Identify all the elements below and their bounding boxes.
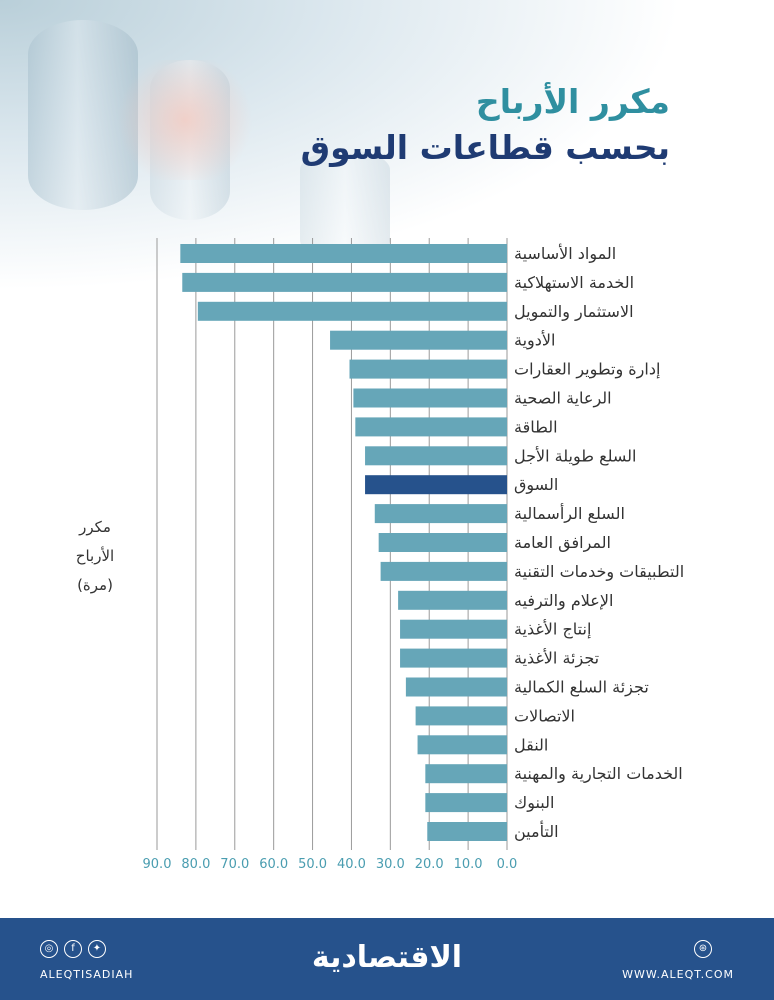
bar bbox=[355, 417, 507, 437]
brand-logo: الاقتصادية bbox=[311, 940, 463, 975]
bar bbox=[380, 561, 507, 581]
twitter-icon[interactable]: ✦ bbox=[88, 940, 106, 958]
category-label: النقل bbox=[514, 735, 548, 754]
footer-bar: ◎ f ✦ ALEQTISADIAH الاقتصادية ⊛ WWW.ALEQ… bbox=[0, 918, 774, 1000]
bar bbox=[365, 446, 507, 466]
instagram-icon[interactable]: ◎ bbox=[40, 940, 58, 958]
category-label: التطبيقات وخدمات التقنية bbox=[514, 562, 684, 582]
bar bbox=[349, 359, 507, 379]
category-label: السلع الرأسمالية bbox=[514, 503, 625, 524]
x-tick-label: 70.0 bbox=[220, 857, 249, 872]
bar bbox=[365, 475, 507, 495]
y-axis-label-line3: (مرة) bbox=[77, 576, 113, 594]
category-label: الإعلام والترفيه bbox=[514, 591, 613, 611]
x-tick-label: 60.0 bbox=[259, 857, 288, 872]
category-label: السوق bbox=[514, 475, 558, 495]
bar bbox=[415, 706, 507, 726]
bar bbox=[330, 330, 507, 350]
x-tick-label: 50.0 bbox=[298, 857, 327, 872]
y-axis-label-line2: الأرباح bbox=[75, 547, 115, 565]
bar bbox=[374, 504, 507, 524]
bar bbox=[197, 301, 508, 321]
category-label: إدارة وتطوير العقارات bbox=[514, 360, 660, 380]
x-tick-label: 90.0 bbox=[143, 857, 172, 872]
category-label: الأدوية bbox=[514, 330, 555, 351]
chart-glow-decoration bbox=[110, 60, 260, 180]
bar bbox=[405, 677, 507, 697]
category-label: الخدمات التجارية والمهنية bbox=[514, 764, 683, 784]
category-label: إنتاج الأغذية bbox=[514, 619, 591, 640]
category-label: تجزئة السلع الكمالية bbox=[514, 678, 649, 698]
social-handle[interactable]: ALEQTISADIAH bbox=[40, 968, 134, 981]
x-tick-label: 80.0 bbox=[181, 857, 210, 872]
category-label: الطاقة bbox=[514, 417, 558, 436]
x-tick-label: 0.0 bbox=[497, 857, 518, 872]
category-label: الاتصالات bbox=[514, 706, 575, 725]
bar bbox=[353, 388, 507, 408]
x-tick-label: 40.0 bbox=[337, 857, 366, 872]
category-label: الرعاية الصحية bbox=[514, 389, 612, 409]
bar bbox=[378, 533, 507, 552]
x-tick-label: 20.0 bbox=[415, 857, 444, 872]
category-label: الاستثمار والتمويل bbox=[514, 302, 634, 322]
social-icons: ◎ f ✦ bbox=[40, 940, 106, 958]
dribbble-icon[interactable]: ⊛ bbox=[694, 940, 712, 958]
bar bbox=[425, 764, 507, 784]
chart-subtitle: بحسب قطاعات السوق bbox=[300, 128, 670, 167]
bar bbox=[425, 793, 507, 813]
category-label: التأمين bbox=[514, 820, 559, 842]
bar bbox=[427, 822, 507, 841]
x-tick-label: 30.0 bbox=[376, 857, 405, 872]
bar bbox=[182, 272, 507, 292]
website-link[interactable]: WWW.ALEQT.COM bbox=[622, 968, 734, 981]
category-label: البنوك bbox=[514, 793, 554, 813]
x-tick-label: 10.0 bbox=[454, 857, 483, 872]
chart-title: مكرر الأرباح bbox=[475, 82, 670, 121]
category-label: تجزئة الأغذية bbox=[514, 648, 599, 669]
bar bbox=[180, 244, 508, 263]
category-label: المواد الأساسية bbox=[514, 243, 616, 264]
category-label: المرافق العامة bbox=[514, 533, 611, 553]
category-label: السلع طويلة الأجل bbox=[514, 445, 636, 466]
bar bbox=[398, 590, 507, 610]
header-background bbox=[0, 0, 774, 330]
bar bbox=[400, 619, 507, 639]
y-axis-label-line1: مكرر bbox=[79, 518, 111, 536]
facebook-icon[interactable]: f bbox=[64, 940, 82, 958]
bar bbox=[400, 648, 507, 668]
bar bbox=[417, 735, 507, 755]
category-label: الخدمة الاستهلاكية bbox=[514, 273, 634, 293]
coin-stack-decoration bbox=[300, 150, 390, 260]
bar-chart: 0.0 10.0 20.0 30.0 40.0 50.0 60.0 70.0 80.0 90.0 ا… bbox=[143, 238, 684, 872]
